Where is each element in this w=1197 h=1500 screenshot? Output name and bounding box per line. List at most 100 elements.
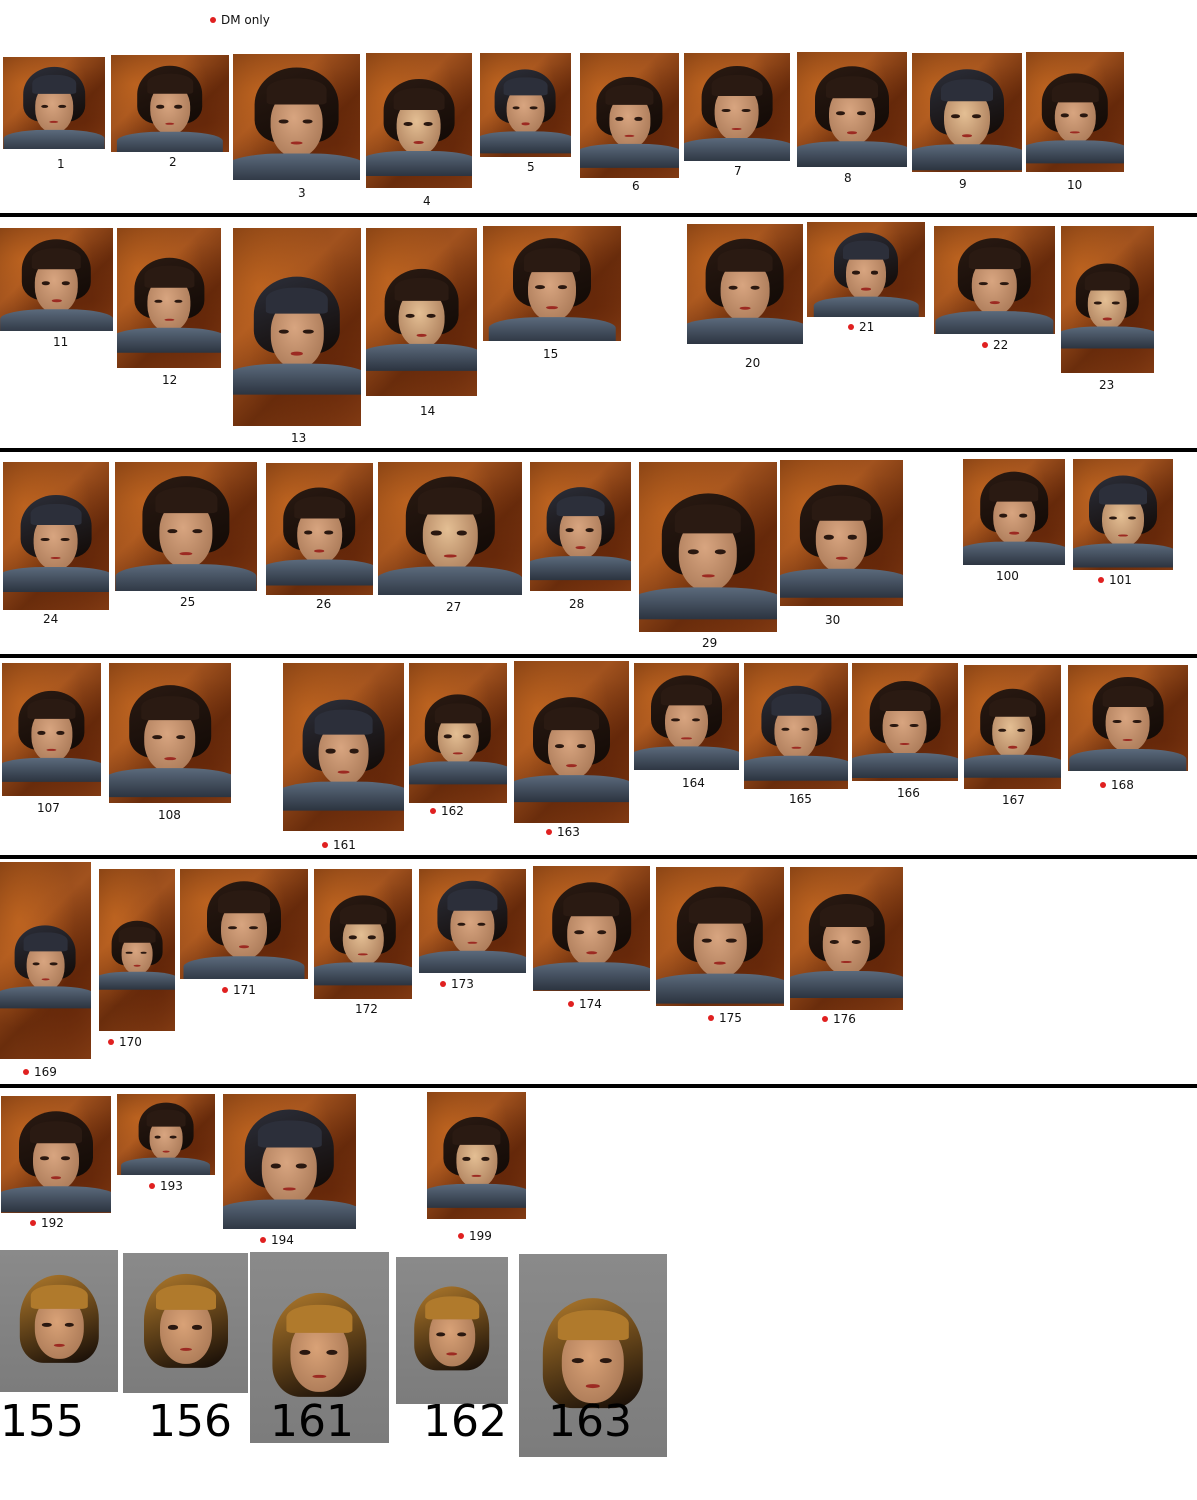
hair-label: 100 xyxy=(996,569,1019,583)
hair-number: 161 xyxy=(333,838,356,852)
hair-label: 107 xyxy=(37,801,60,815)
legend-label: DM only xyxy=(221,13,270,27)
hair-tile-107 xyxy=(2,663,101,796)
dm-only-dot-icon xyxy=(982,341,988,348)
hair-number: 175 xyxy=(719,1011,742,1025)
portrait-icon xyxy=(514,693,629,803)
hair-tile-161 xyxy=(283,663,404,831)
hair-label: 6 xyxy=(632,179,640,193)
hair-label: 163 xyxy=(548,1400,632,1444)
dm-only-dot-icon xyxy=(23,1068,29,1075)
hair-tile-24 xyxy=(3,462,109,610)
portrait-icon xyxy=(407,1283,497,1378)
hair-number: 9 xyxy=(959,177,967,191)
hair-label: 13 xyxy=(291,431,306,445)
portrait-icon xyxy=(534,1293,652,1419)
dm-only-dot-icon xyxy=(440,980,446,987)
portrait-icon xyxy=(780,481,903,598)
portrait-icon xyxy=(530,484,631,580)
hair-tile-169 xyxy=(0,862,91,1059)
hair-tile-168 xyxy=(1068,665,1188,771)
portrait-icon xyxy=(266,484,373,586)
hair-label: 168 xyxy=(1100,778,1134,792)
hair-tile-5 xyxy=(480,53,571,157)
hair-label: 4 xyxy=(423,194,431,208)
portrait-icon xyxy=(378,472,522,595)
hair-tile-171 xyxy=(180,869,308,979)
hair-tile-2 xyxy=(111,55,229,152)
hair-tile-4 xyxy=(366,53,472,188)
hair-number: 199 xyxy=(469,1229,492,1243)
dm-only-dot-icon xyxy=(322,841,328,848)
hair-number: 20 xyxy=(745,356,761,370)
hair-label: 173 xyxy=(440,977,474,991)
hair-tile-163 xyxy=(514,661,629,823)
portrait-icon xyxy=(121,1100,211,1175)
hair-tile-175 xyxy=(656,867,784,1006)
hair-tile-12 xyxy=(117,228,221,368)
hair-tile-162 xyxy=(409,663,507,803)
dm-only-dot-icon xyxy=(222,986,228,993)
hair-tile-162 xyxy=(396,1257,508,1404)
portrait-icon xyxy=(0,922,91,1009)
hair-number: 11 xyxy=(53,335,69,349)
portrait-icon xyxy=(223,1105,356,1229)
hair-label: 30 xyxy=(825,613,840,627)
portrait-icon xyxy=(1026,70,1124,164)
hair-number: 194 xyxy=(271,1233,294,1247)
hair-tile-21 xyxy=(807,222,925,317)
hair-number: 4 xyxy=(423,194,431,208)
portrait-icon xyxy=(580,73,679,168)
portrait-icon xyxy=(283,696,404,811)
hair-number: 169 xyxy=(34,1065,57,1079)
dm-only-dot-icon xyxy=(1100,781,1106,788)
hair-number: 7 xyxy=(734,164,742,178)
portrait-icon xyxy=(964,686,1061,779)
hair-label: 174 xyxy=(568,997,602,1011)
hair-label: 161 xyxy=(270,1400,354,1444)
hair-tile-20 xyxy=(687,224,803,344)
portrait-icon xyxy=(366,75,472,177)
hair-number: 14 xyxy=(420,404,436,418)
hair-label: 24 xyxy=(43,612,58,626)
portrait-icon xyxy=(656,882,784,1004)
portrait-icon xyxy=(314,892,412,986)
hair-number: 192 xyxy=(41,1216,64,1230)
portrait-icon xyxy=(935,234,1054,334)
portrait-icon xyxy=(3,491,109,592)
hair-number: 164 xyxy=(682,776,705,790)
hair-label: 7 xyxy=(734,164,742,178)
hair-number: 168 xyxy=(1111,778,1134,792)
hair-label: 11 xyxy=(53,335,68,349)
hair-number: 1 xyxy=(57,157,65,171)
hair-label: 26 xyxy=(316,597,331,611)
hair-label: 21 xyxy=(848,320,874,334)
portrait-icon xyxy=(1,1108,111,1213)
hair-tile-108 xyxy=(109,663,231,803)
hair-label: 172 xyxy=(355,1002,378,1016)
portrait-icon xyxy=(116,62,224,152)
row-separator xyxy=(0,1084,1197,1088)
hair-label: 164 xyxy=(682,776,705,790)
dm-only-dot-icon xyxy=(108,1038,114,1045)
hair-tile-156 xyxy=(123,1253,248,1393)
hair-label: 3 xyxy=(298,186,306,200)
hair-label: 169 xyxy=(23,1065,57,1079)
portrait-icon xyxy=(687,235,803,344)
portrait-icon xyxy=(912,66,1022,171)
portrait-icon xyxy=(533,879,650,991)
hair-tile-199 xyxy=(427,1092,526,1219)
hair-tile-172 xyxy=(314,869,412,999)
hair-label: 156 xyxy=(148,1400,232,1444)
hair-number: 163 xyxy=(557,825,580,839)
hair-number: 24 xyxy=(43,612,59,626)
dm-only-dot-icon xyxy=(458,1232,464,1239)
hair-tile-8 xyxy=(797,52,907,167)
portrait-icon xyxy=(2,687,101,782)
hair-number: 108 xyxy=(158,808,181,822)
hair-number: 161 xyxy=(270,1396,354,1447)
hair-tile-1 xyxy=(3,57,105,149)
hair-number: 101 xyxy=(1109,573,1132,587)
hair-tile-29 xyxy=(639,462,777,632)
hair-label: 9 xyxy=(959,177,967,191)
